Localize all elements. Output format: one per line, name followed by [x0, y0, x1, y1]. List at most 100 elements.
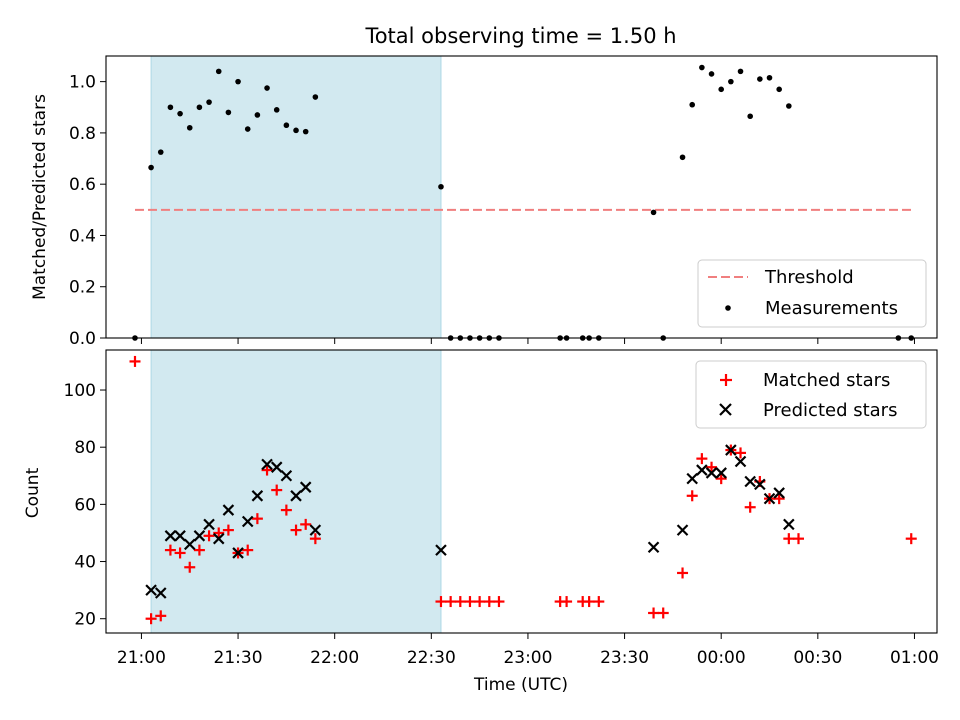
matched-star-point [648, 607, 660, 619]
matched-star-point [242, 544, 254, 556]
matched-star-point [696, 453, 708, 465]
measurement-point [283, 122, 290, 129]
ratio-y-tick-label: 0.0 [69, 329, 96, 349]
time-x-tick-label: 01:00 [890, 648, 939, 668]
matched-star-point [735, 447, 747, 459]
measurement-point [206, 99, 212, 105]
measurement-point [244, 126, 251, 132]
time-x-axis: 21:00 21:30 22:00 22:30 23:00 23:30 00:00 00:30… [117, 633, 939, 668]
predicted-star-point [203, 518, 215, 531]
predicted-star-point [435, 544, 447, 556]
predicted-star-point [251, 490, 264, 502]
time-x-tick-label: 23:30 [600, 648, 649, 668]
time-x-tick-label: 23:00 [503, 648, 552, 668]
predicted-star-point [174, 530, 186, 542]
time-x-tick-label: 22:30 [407, 648, 456, 668]
matched-star-point [261, 464, 273, 476]
predicted-star-point [183, 538, 196, 551]
observing-window-bottom-span [151, 350, 441, 633]
measurement-point [293, 127, 299, 134]
matched-star-point [145, 613, 157, 625]
observing-window-bottom [150, 350, 442, 633]
ratio-y-axis: 0.0 0.2 0.4 0.6 0.8 1.0 [69, 73, 106, 349]
predicted-star-point [145, 584, 157, 596]
matched-star-point [300, 518, 312, 530]
matched-star-point [203, 530, 215, 542]
matched-star-point [251, 513, 263, 525]
matched-star-point [483, 596, 495, 608]
measurement-point [225, 109, 232, 116]
matched-star-point [474, 596, 486, 608]
time-x-tick-label: 00:00 [697, 648, 746, 668]
predicted-star-point [744, 475, 756, 488]
predicted-star-point [783, 518, 795, 531]
predicted-star-point [241, 515, 254, 528]
matched-star-point [493, 596, 505, 608]
observing-window-top [150, 56, 442, 338]
matched-star-point [657, 607, 669, 619]
predicted-star-point [763, 492, 776, 505]
measurement-point [312, 94, 319, 100]
measurement-point [766, 74, 773, 81]
matched-legend-marker [720, 374, 732, 386]
measurement-point [264, 85, 270, 91]
predicted-star-point [232, 547, 244, 559]
predicted-star-point [734, 455, 747, 468]
ratio-legend: Threshold Measurements [697, 259, 927, 328]
predicted-legend-label: Predicted stars [763, 400, 897, 421]
predicted-star-point [676, 524, 689, 536]
observing-window-top-span [151, 56, 441, 338]
ratio-y-tick-label: 0.4 [69, 226, 96, 246]
measurement-point [718, 86, 724, 93]
measurement-point [215, 68, 222, 75]
count-y-tick-label: 100 [64, 381, 96, 401]
predicted-star-point [290, 490, 302, 502]
matched-star-point [174, 547, 186, 559]
time-x-tick-label: 00:30 [793, 648, 842, 668]
predicted-star-point [280, 469, 293, 482]
matched-star-point [583, 596, 595, 608]
matched-legend-label: Matched stars [763, 370, 890, 391]
matched-star-point [686, 490, 698, 502]
matched-star-point [561, 596, 573, 608]
predicted-star-point [725, 444, 737, 456]
matched-star-point [280, 504, 292, 516]
count-y-axis: 20 40 60 80 100 [64, 381, 106, 630]
time-x-tick-label: 21:00 [117, 648, 166, 668]
measurement-point [679, 154, 686, 161]
predicted-star-point [715, 467, 727, 479]
ratio-y-tick-label: 0.6 [69, 175, 96, 195]
matched-star-point [464, 596, 476, 608]
matched-star-point [290, 524, 302, 536]
measurement-point [302, 128, 309, 135]
ratio-y-tick-label: 1.0 [69, 73, 96, 93]
predicted-star-point [270, 461, 283, 473]
measurement-point [196, 104, 203, 111]
matched-star-point [677, 567, 689, 579]
time-x-tick-label: 22:00 [310, 648, 359, 668]
measurement-point [273, 107, 280, 113]
time-x-tick-label: 21:30 [214, 648, 263, 668]
ratio-axes-frame [105, 55, 938, 339]
ratio-y-axis-label: Matched/Predicted stars [30, 94, 50, 300]
measurement-point [254, 112, 261, 118]
measurement-point [186, 124, 193, 131]
predicted-star-point [754, 478, 766, 491]
ratio-y-tick-label: 0.2 [69, 278, 96, 298]
matched-star-point [184, 561, 196, 573]
measurement-point [708, 71, 715, 77]
predicted-star-point [222, 504, 235, 516]
measurement-point [747, 113, 753, 120]
measurement-point [689, 101, 696, 108]
matched-star-point [706, 461, 718, 473]
threshold-legend-label: Threshold [764, 267, 854, 288]
predicted-star-point [686, 472, 698, 485]
matched-star-point [454, 596, 466, 608]
predicted-star-point [773, 487, 785, 499]
matched-star-point [793, 533, 804, 545]
count-y-tick-label: 80 [74, 438, 96, 458]
predicted-star-point [164, 530, 177, 542]
ratio-y-tick-label: 0.8 [69, 124, 96, 144]
